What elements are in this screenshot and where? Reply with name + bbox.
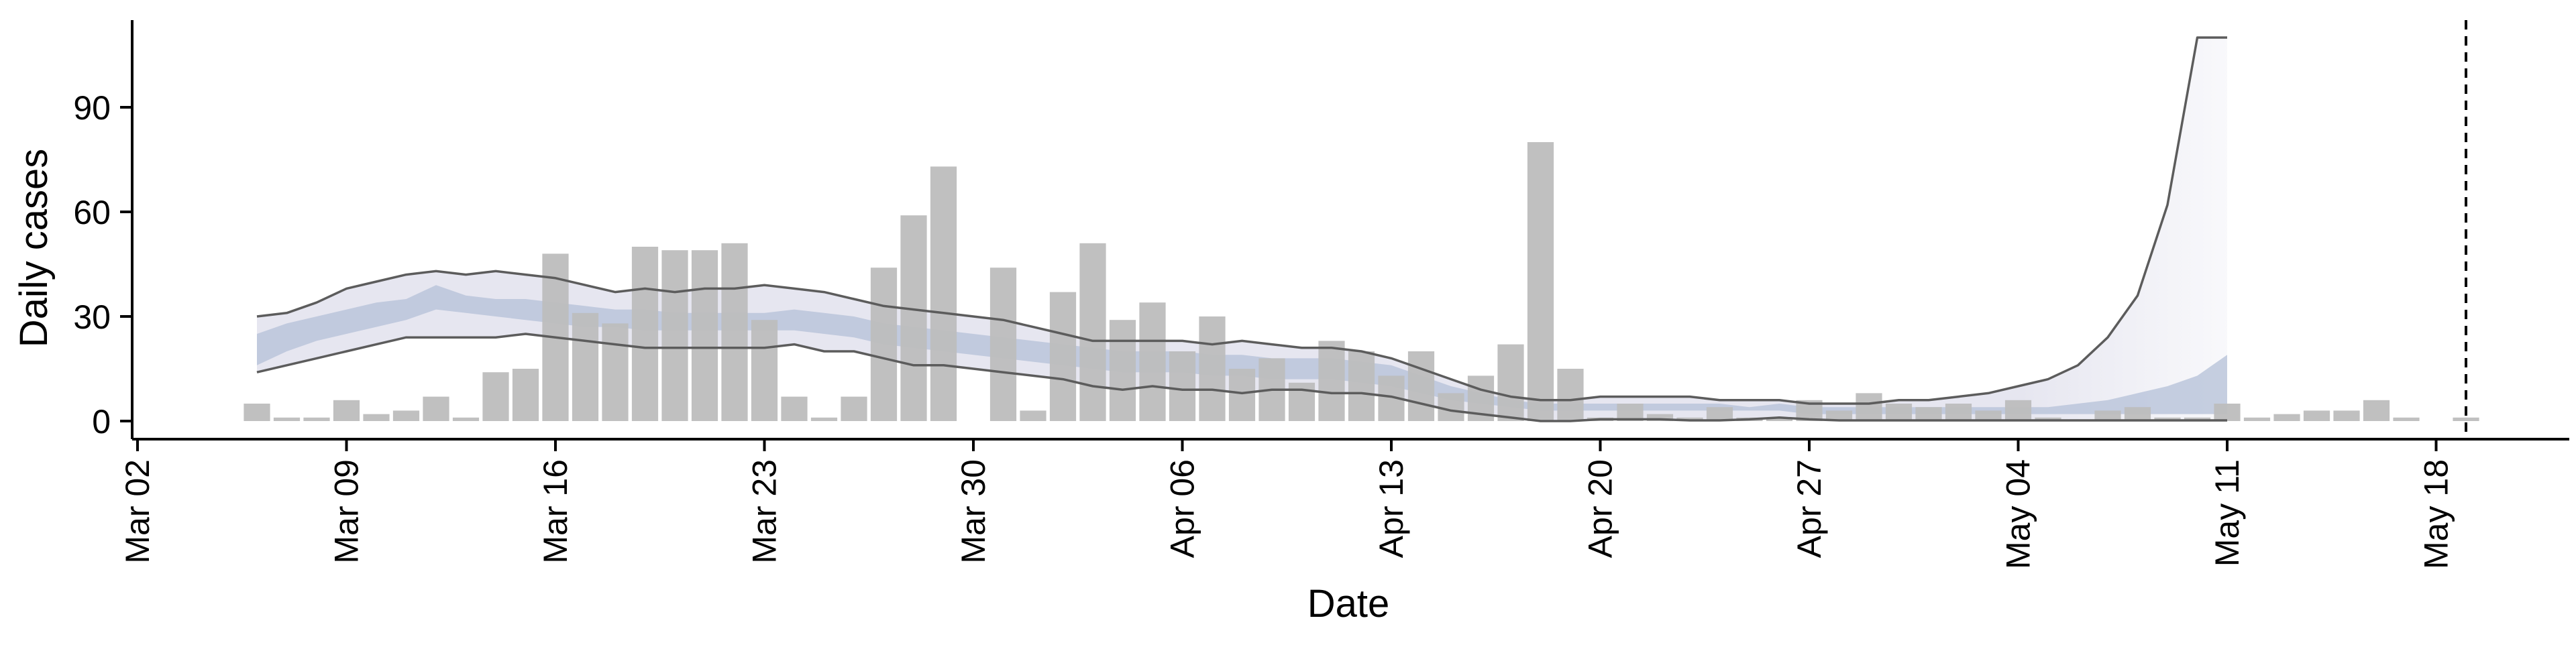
case-bar <box>1020 410 1046 421</box>
case-bar <box>2363 400 2390 421</box>
ci-outline-group <box>256 36 2227 422</box>
case-bar <box>1856 393 1882 421</box>
y-tick-label: 0 <box>92 403 111 440</box>
case-bar <box>1766 417 1793 421</box>
axes-group: 0 30 60 90 Mar 02 Mar 09 Mar 16 Mar 23 Mar 30 Apr… <box>73 20 2569 569</box>
case-bar <box>1557 369 1584 421</box>
ci90-lower-line <box>256 333 2227 422</box>
case-bar <box>661 250 688 421</box>
case-bar <box>363 414 390 421</box>
case-bar <box>989 268 1017 421</box>
case-bar <box>482 372 509 421</box>
case-bar <box>691 250 718 421</box>
case-bar <box>870 268 898 421</box>
case-bar <box>1825 410 1853 421</box>
case-bar <box>751 320 778 421</box>
case-bar <box>810 417 838 421</box>
x-tick-label: Apr 13 <box>1373 459 1410 558</box>
case-bar <box>2124 407 2151 421</box>
case-bar <box>1885 404 1913 421</box>
x-tick-label: May 11 <box>2208 459 2246 567</box>
x-tick-label: Mar 16 <box>537 459 574 564</box>
case-bar <box>1049 292 1077 421</box>
case-bar <box>1169 351 1196 421</box>
case-bar <box>1139 302 1166 421</box>
y-axis-title: Daily cases <box>12 149 56 348</box>
x-tick-label: Mar 23 <box>746 459 784 564</box>
y-tick-label: 30 <box>73 298 111 336</box>
case-bar <box>1945 404 1972 421</box>
x-tick-label: Mar 09 <box>328 459 366 564</box>
case-bar <box>2333 410 2360 421</box>
x-tick-label: Apr 20 <box>1582 459 1619 558</box>
case-bar <box>303 417 330 421</box>
case-bar <box>930 166 957 421</box>
case-bar <box>244 404 270 421</box>
x-tick-label: Apr 27 <box>1790 459 1828 558</box>
case-bar <box>631 247 659 421</box>
ci50-band <box>257 285 2227 414</box>
case-bar <box>781 396 808 421</box>
case-bar <box>602 323 629 421</box>
case-bar <box>1915 407 1942 421</box>
case-bar <box>423 396 449 421</box>
x-axis-title: Date <box>1307 582 1390 626</box>
x-tick-label: Mar 02 <box>119 459 156 564</box>
case-bar <box>1497 344 1524 421</box>
case-bar <box>721 243 748 421</box>
x-tick-label: Mar 30 <box>955 459 992 564</box>
case-bar <box>841 396 867 421</box>
case-bar <box>1527 142 1554 421</box>
case-bar <box>1438 393 1464 421</box>
case-bar <box>392 410 420 421</box>
case-bar <box>273 417 301 421</box>
case-bar <box>1975 410 2002 421</box>
x-tick-label: May 18 <box>2418 459 2455 569</box>
case-bar <box>2303 410 2330 421</box>
case-bar <box>1228 369 1256 421</box>
case-bar <box>1407 351 1435 421</box>
case-bar <box>2243 417 2271 421</box>
case-bar <box>2094 410 2121 421</box>
case-bar <box>1288 382 1316 421</box>
case-bar <box>900 215 927 421</box>
ci50-band-group <box>257 285 2227 414</box>
ci90-upper-line <box>256 36 2227 405</box>
y-tick-label: 60 <box>73 194 111 231</box>
case-bar <box>2214 404 2241 421</box>
case-bar <box>2273 414 2300 421</box>
case-bar <box>2453 417 2479 421</box>
x-tick-label: May 04 <box>2000 459 2037 569</box>
x-tick-label: Apr 06 <box>1164 459 1201 558</box>
case-bar <box>333 400 360 421</box>
case-bar <box>572 312 599 421</box>
case-bar <box>1706 407 1733 421</box>
y-tick-label: 90 <box>73 89 111 127</box>
case-bar <box>1348 351 1375 421</box>
case-bar <box>1109 320 1136 421</box>
case-bar <box>512 369 539 421</box>
case-bar <box>1199 316 1226 421</box>
case-bar <box>1318 341 1345 421</box>
case-bar <box>1646 414 1674 421</box>
case-bar <box>2393 417 2420 421</box>
case-bar <box>1079 243 1106 421</box>
case-bar <box>452 417 480 421</box>
case-bar <box>2004 400 2032 421</box>
